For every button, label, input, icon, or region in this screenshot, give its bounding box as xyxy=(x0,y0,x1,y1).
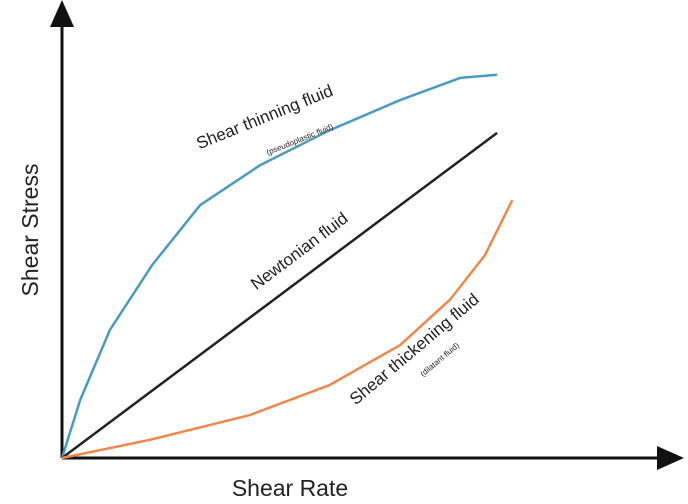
series-label: Shear thinning fluid xyxy=(194,81,336,153)
curve xyxy=(60,73,498,459)
x-axis-label: Shear Rate xyxy=(232,475,348,501)
series-annotation: (pseudoplastic fluid) xyxy=(265,122,335,157)
curve xyxy=(61,199,514,460)
y-axis-label: Shear Stress xyxy=(17,164,43,297)
curve xyxy=(61,131,498,460)
series-label: Shear thickening fluid xyxy=(346,290,483,409)
